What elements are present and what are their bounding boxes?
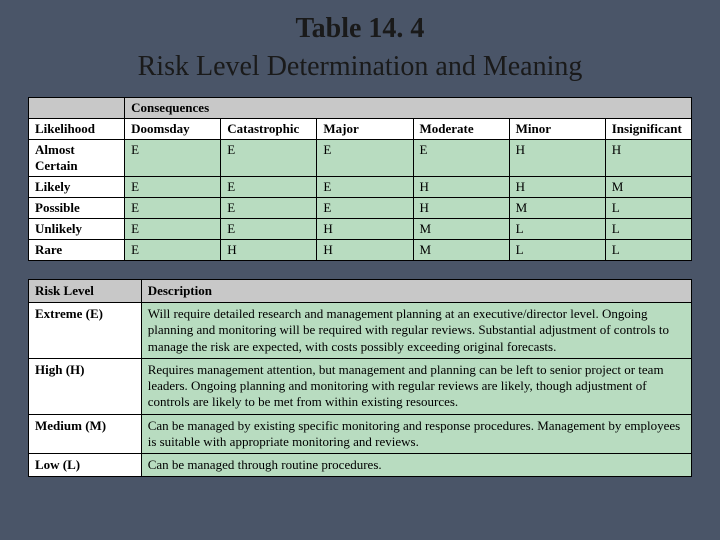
matrix-cell: H	[605, 140, 691, 177]
risk-matrix-table: Consequences Likelihood Doomsday Catastr…	[28, 97, 692, 261]
matrix-cell: M	[413, 219, 509, 240]
table-row: Low (L) Can be managed through routine p…	[29, 454, 692, 477]
matrix-cell: L	[509, 219, 605, 240]
table-row: High (H) Requires management attention, …	[29, 358, 692, 414]
matrix-cell: E	[125, 177, 221, 198]
col-minor: Minor	[509, 119, 605, 140]
matrix-cell: E	[221, 219, 317, 240]
risk-description-table: Risk Level Description Extreme (E) Will …	[28, 279, 692, 477]
row-label: Unlikely	[29, 219, 125, 240]
matrix-cell: E	[221, 177, 317, 198]
likelihood-header: Likelihood	[29, 119, 125, 140]
table-row: Possible E E E H M L	[29, 198, 692, 219]
table-row: Rare E H H M L L	[29, 240, 692, 261]
desc-level: Low (L)	[29, 454, 142, 477]
matrix-cell: H	[413, 198, 509, 219]
matrix-cell: H	[221, 240, 317, 261]
consequences-label: Consequences	[125, 98, 692, 119]
matrix-cell: E	[221, 198, 317, 219]
desc-level: Extreme (E)	[29, 303, 142, 359]
row-label: Likely	[29, 177, 125, 198]
matrix-cell: E	[317, 198, 413, 219]
matrix-cell: L	[605, 219, 691, 240]
table-row: Extreme (E) Will require detailed resear…	[29, 303, 692, 359]
col-major: Major	[317, 119, 413, 140]
matrix-cell: M	[605, 177, 691, 198]
matrix-cell: L	[605, 198, 691, 219]
table-row: Unlikely E E H M L L	[29, 219, 692, 240]
row-label: Almost Certain	[29, 140, 125, 177]
desc-header-level: Risk Level	[29, 280, 142, 303]
col-doomsday: Doomsday	[125, 119, 221, 140]
matrix-cell: L	[509, 240, 605, 261]
matrix-cell: E	[413, 140, 509, 177]
matrix-corner-blank	[29, 98, 125, 119]
desc-text: Can be managed through routine procedure…	[141, 454, 691, 477]
desc-text: Will require detailed research and manag…	[141, 303, 691, 359]
slide: Table 14. 4 Risk Level Determination and…	[0, 0, 720, 540]
desc-text: Requires management attention, but manag…	[141, 358, 691, 414]
col-moderate: Moderate	[413, 119, 509, 140]
tables-container: Consequences Likelihood Doomsday Catastr…	[0, 91, 720, 477]
matrix-cell: E	[125, 198, 221, 219]
row-label: Possible	[29, 198, 125, 219]
col-insignificant: Insignificant	[605, 119, 691, 140]
row-label: Rare	[29, 240, 125, 261]
desc-header-desc: Description	[141, 280, 691, 303]
matrix-cell: E	[125, 140, 221, 177]
desc-level: High (H)	[29, 358, 142, 414]
matrix-header-row: Consequences	[29, 98, 692, 119]
table-row: Medium (M) Can be managed by existing sp…	[29, 414, 692, 454]
matrix-cell: E	[317, 140, 413, 177]
desc-text: Can be managed by existing specific moni…	[141, 414, 691, 454]
title-block: Table 14. 4 Risk Level Determination and…	[0, 0, 720, 91]
spacer	[28, 261, 692, 279]
table-title: Risk Level Determination and Meaning	[0, 50, 720, 84]
matrix-cell: H	[317, 219, 413, 240]
matrix-cell: E	[317, 177, 413, 198]
matrix-cell: E	[125, 219, 221, 240]
matrix-cell: M	[509, 198, 605, 219]
matrix-cell: H	[317, 240, 413, 261]
table-row: Likely E E E H H M	[29, 177, 692, 198]
matrix-cell: H	[509, 177, 605, 198]
desc-header-row: Risk Level Description	[29, 280, 692, 303]
matrix-cell: H	[509, 140, 605, 177]
matrix-cell: E	[221, 140, 317, 177]
table-row: Almost Certain E E E E H H	[29, 140, 692, 177]
matrix-cell: H	[413, 177, 509, 198]
table-number: Table 14. 4	[0, 12, 720, 46]
matrix-cell: M	[413, 240, 509, 261]
desc-level: Medium (M)	[29, 414, 142, 454]
matrix-cell: E	[125, 240, 221, 261]
matrix-column-headers: Likelihood Doomsday Catastrophic Major M…	[29, 119, 692, 140]
matrix-cell: L	[605, 240, 691, 261]
col-catastrophic: Catastrophic	[221, 119, 317, 140]
